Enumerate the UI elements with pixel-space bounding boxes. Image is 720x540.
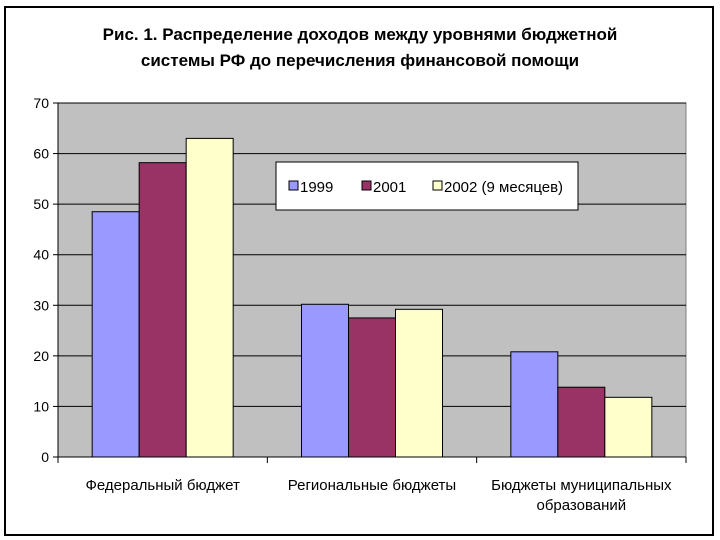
y-tick-label: 40 <box>33 247 49 263</box>
x-axis-categories: Федеральный бюджет Региональные бюджеты Бю… <box>57 457 687 514</box>
legend-swatch-2002 <box>432 180 443 191</box>
y-tick-label: 70 <box>33 95 49 111</box>
y-tick-label: 30 <box>33 297 49 313</box>
legend-label-1999: 1999 <box>300 179 333 196</box>
legend-swatch-1999 <box>288 180 299 191</box>
bar-2001-0 <box>138 162 187 458</box>
bar-2002-1 <box>395 308 443 458</box>
x-category-label-line: Федеральный бюджет <box>85 477 240 494</box>
y-axis-ticks: 0 10 20 30 40 50 60 70 <box>33 95 58 465</box>
bars <box>91 137 653 458</box>
legend-box <box>275 161 579 211</box>
bar-2001-1 <box>348 317 396 458</box>
x-category-label-line: Региональные бюджеты <box>288 477 456 494</box>
bar-2001-2 <box>557 386 606 458</box>
bar-1999-2 <box>510 351 559 458</box>
y-tick-label: 0 <box>41 449 49 465</box>
bar-1999-1 <box>301 303 349 458</box>
x-category-label-line: Бюджеты муниципальных <box>491 477 672 494</box>
legend-swatch-2001 <box>361 180 372 191</box>
y-tick-label: 10 <box>33 398 49 414</box>
x-category-label: Федеральный бюджет <box>85 477 240 494</box>
axes <box>57 103 686 458</box>
y-tick-label: 50 <box>33 196 49 212</box>
x-category-label-line: образований <box>536 497 626 514</box>
x-category-label: Бюджеты муниципальных образований <box>491 477 672 514</box>
bar-1999-0 <box>91 211 140 458</box>
legend: 1999 2001 2002 (9 месяцев) <box>275 161 579 211</box>
chart-title-line-2: системы РФ до перечисления финансовой по… <box>140 51 580 70</box>
legend-label-2001: 2001 <box>373 179 406 196</box>
y-tick-label: 60 <box>33 146 49 162</box>
chart-title-line-1: Рис. 1. Распределение доходов между уров… <box>102 25 618 44</box>
x-category-label: Региональные бюджеты <box>288 477 456 494</box>
y-tick-label: 20 <box>33 348 49 364</box>
legend-label-2002: 2002 (9 месяцев) <box>444 179 563 196</box>
bar-2002-0 <box>185 137 234 458</box>
bar-2002-2 <box>604 396 653 458</box>
chart-title: Рис. 1. Распределение доходов между уров… <box>0 22 720 74</box>
